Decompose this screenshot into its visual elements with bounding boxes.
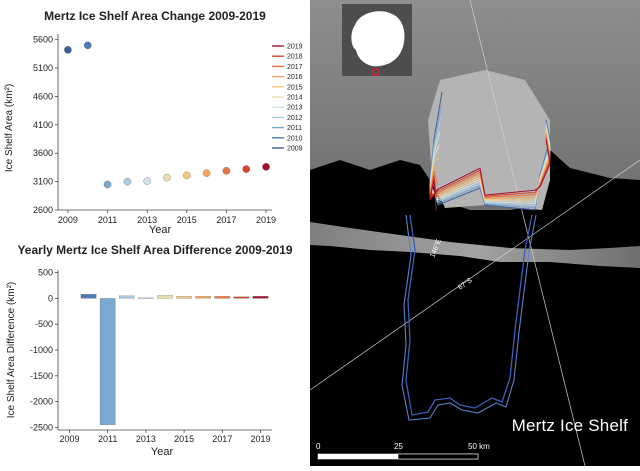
chart1-ytick-label: 5100 [33, 63, 53, 73]
fast-ice-band [310, 222, 640, 268]
chart1-xtick-label: 2009 [58, 215, 78, 225]
chart1-xtick-label: 2017 [216, 215, 236, 225]
chart2-bar [99, 298, 116, 425]
scale-bar-segment [397, 453, 479, 460]
chart2-bar [214, 296, 231, 299]
scale-label-25: 25 [394, 442, 403, 451]
inset-location-marker [372, 68, 380, 76]
chart1-legend-label: 2012 [287, 115, 303, 122]
calving-front-line [429, 139, 551, 211]
chart2-xtick-label: 2017 [212, 434, 232, 444]
ice-front-2009-outline [405, 214, 533, 416]
chart1-legend-label: 2011 [287, 125, 302, 132]
map-svg: 146°E 67°S 0 25 50 km [310, 0, 640, 466]
antarctica-inset [351, 11, 405, 67]
chart2-ytick-label: -500 [35, 319, 53, 329]
chart2-ytick-label: -1000 [30, 345, 53, 355]
latitude-line [310, 159, 640, 391]
chart1-ytick-label: 3600 [33, 148, 53, 158]
area-change-chart: Mertz Ice Shelf Area Change 2009-2019 Ye… [4, 9, 303, 236]
chart1-legend-label: 2015 [287, 84, 303, 91]
chart1-xtick-label: 2015 [177, 215, 197, 225]
chart2-ytick-label: -1500 [30, 371, 53, 381]
chart1-ylabel: Ice Shelf Area (km²) [4, 84, 15, 172]
chart1-legend-label: 2014 [287, 95, 303, 102]
chart1-legend-label: 2013 [287, 105, 303, 112]
chart1-xlabel: Year [149, 224, 172, 236]
glacier-tongue [428, 70, 550, 210]
chart2-bar [252, 296, 269, 299]
map-title: Mertz Ice Shelf [511, 416, 628, 435]
calving-fronts [429, 91, 551, 211]
chart1-legend-label: 2010 [287, 135, 303, 142]
chart1-ytick-label: 3100 [33, 177, 53, 187]
chart2-xtick-label: 2013 [136, 434, 156, 444]
chart1-legend-label: 2016 [287, 74, 303, 81]
chart1-legend-label: 2019 [287, 44, 303, 51]
scale-label-50: 50 km [468, 442, 490, 451]
chart2-ytick-label: -2500 [30, 422, 53, 432]
chart1-point [262, 163, 270, 171]
scale-label-0: 0 [316, 442, 321, 451]
ice-front-2010-outline [401, 214, 537, 421]
chart1-point [202, 169, 211, 177]
chart1-point [242, 165, 250, 173]
chart2-xtick-label: 2011 [98, 434, 117, 444]
chart2-xtick-label: 2019 [251, 434, 271, 444]
charts-svg: Mertz Ice Shelf Area Change 2009-2019 Ye… [4, 9, 303, 458]
chart1-point [143, 177, 151, 185]
satellite-map: 146°E 67°S 0 25 50 km Mertz Ice Shelf [310, 0, 640, 466]
chart2-bar [80, 294, 97, 299]
chart2-xtick-label: 2009 [59, 434, 79, 444]
chart1-point [163, 173, 171, 182]
chart1-point [222, 167, 231, 175]
chart2-ytick-label: 0 [48, 293, 53, 303]
chart1-title: Mertz Ice Shelf Area Change 2009-2019 [44, 9, 266, 23]
chart1-point [123, 177, 132, 186]
chart2-title: Yearly Mertz Ice Shelf Area Difference 2… [17, 243, 292, 257]
chart2-bar [157, 295, 173, 299]
chart1-point [83, 41, 92, 50]
area-difference-chart: Yearly Mertz Ice Shelf Area Difference 2… [6, 243, 293, 458]
charts-panel: Mertz Ice Shelf Area Change 2009-2019 Ye… [0, 0, 310, 466]
chart1-point [103, 180, 112, 189]
chart2-bar [118, 295, 135, 299]
chart1-ytick-label: 2600 [33, 205, 53, 215]
chart1-xtick-label: 2019 [256, 215, 276, 225]
chart1-ytick-label: 4600 [33, 91, 53, 101]
chart1-ytick-label: 5600 [33, 35, 53, 45]
chart1-legend-label: 2009 [287, 146, 303, 153]
chart2-ytick-label: -2000 [30, 397, 53, 407]
chart2-xlabel: Year [151, 446, 174, 458]
chart1-point [64, 46, 72, 54]
chart1-xtick-label: 2011 [98, 215, 117, 225]
chart2-ytick-label: 500 [38, 268, 53, 278]
chart1-legend-label: 2018 [287, 54, 303, 61]
chart1-xtick-label: 2013 [137, 215, 157, 225]
chart2-xtick-label: 2015 [174, 434, 194, 444]
chart2-bar [233, 296, 250, 299]
latitude-label: 67°S [457, 276, 474, 291]
chart2-bar [138, 297, 154, 300]
chart2-bar [195, 296, 212, 299]
chart1-point [183, 171, 191, 180]
longitude-line [469, 0, 586, 466]
chart1-ytick-label: 4100 [33, 120, 53, 130]
chart1-legend-label: 2017 [287, 64, 303, 71]
chart2-bar [176, 296, 192, 299]
chart2-ylabel: Ice Shelf Area Difference (km²) [6, 282, 17, 419]
